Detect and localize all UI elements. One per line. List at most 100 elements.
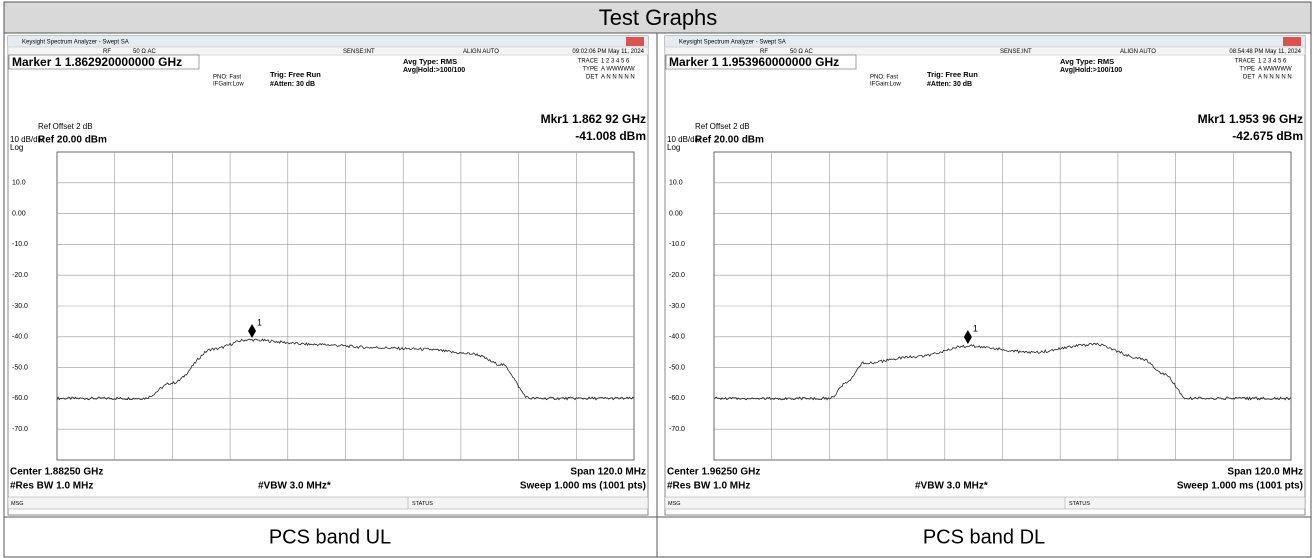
y-label: -30.0 xyxy=(12,303,28,310)
res-bw: #Res BW 1.0 MHz xyxy=(10,481,93,492)
setting: #Atten: 30 dB xyxy=(270,81,315,88)
setting: IFGain:Low xyxy=(213,82,244,88)
setting: Avg Type: RMS xyxy=(403,57,457,66)
status-item: SENSE:INT xyxy=(343,49,375,55)
y-label: -20.0 xyxy=(669,272,685,279)
scale-type: Log xyxy=(10,143,23,152)
span: Span 120.0 MHz xyxy=(570,467,646,478)
status-item: RF xyxy=(103,49,111,55)
setting: Trig: Free Run xyxy=(927,70,978,79)
ref-level: Ref 20.00 dBm xyxy=(38,135,107,146)
analyzer-screenshot: Keysight Spectrum Analyzer - Swept SA RF 5… xyxy=(664,35,1306,516)
marker-readout: Marker 1 1.953960000000 GHz xyxy=(669,55,839,69)
status-item: ALIGN AUTO xyxy=(1120,49,1156,55)
sweep: Sweep 1.000 ms (1001 pts) xyxy=(1177,481,1303,492)
marker-id: 1 xyxy=(257,317,262,327)
status: STATUS xyxy=(412,501,433,507)
status-item: 50 Ω AC xyxy=(133,49,156,55)
status-item: 50 Ω AC xyxy=(790,49,813,55)
msg: MSG xyxy=(668,501,681,507)
status-item: 08:54:48 PM May 11, 2024 xyxy=(1229,49,1301,55)
y-label: -40.0 xyxy=(12,334,28,341)
y-label: -30.0 xyxy=(669,303,685,310)
res-bw: #Res BW 1.0 MHz xyxy=(667,481,750,492)
msg-bar xyxy=(7,496,649,510)
marker-readout: Marker 1 1.862920000000 GHz xyxy=(12,55,182,69)
setting: PNO: Fast xyxy=(213,75,241,81)
vbw: #VBW 3.0 MHz* xyxy=(258,481,331,492)
msg: MSG xyxy=(11,501,24,507)
y-label: -40.0 xyxy=(669,334,685,341)
status-item: ALIGN AUTO xyxy=(463,49,499,55)
span: Span 120.0 MHz xyxy=(1227,467,1303,478)
caption-cell xyxy=(656,516,1312,558)
marker-freq: Mkr1 1.862 92 GHz xyxy=(541,112,646,126)
y-label: 10.0 xyxy=(669,180,683,187)
caption: PCS band DL xyxy=(923,526,1045,548)
window-close xyxy=(1283,37,1301,46)
window-titlebar xyxy=(8,36,648,47)
ref-level: Ref 20.00 dBm xyxy=(695,135,764,146)
vbw: #VBW 3.0 MHz* xyxy=(915,481,988,492)
trace-info: DET xyxy=(586,75,598,81)
trace-info: A WWWWW xyxy=(601,67,635,73)
table-title: Test Graphs xyxy=(599,5,718,30)
status-item: RF xyxy=(760,49,768,55)
center-freq: Center 1.96250 GHz xyxy=(667,467,760,478)
trace-info: TRACE xyxy=(1235,59,1255,65)
setting: IFGain:Low xyxy=(870,82,901,88)
trace-info: 1 2 3 4 5 6 xyxy=(1258,59,1287,65)
y-label: 10.0 xyxy=(12,180,26,187)
window-close xyxy=(626,37,644,46)
caption-cell xyxy=(3,516,658,558)
trace-info: TYPE xyxy=(582,67,598,73)
marker-freq: Mkr1 1.953 96 GHz xyxy=(1198,112,1303,126)
trace-info: A WWWWW xyxy=(1258,67,1292,73)
status-item: SENSE:INT xyxy=(1000,49,1032,55)
status: STATUS xyxy=(1069,501,1090,507)
status-item: 09:02:06 PM May 11, 2024 xyxy=(572,49,644,55)
setting: #Atten: 30 dB xyxy=(927,81,972,88)
y-label: -10.0 xyxy=(12,241,28,248)
scale-type: Log xyxy=(667,143,680,152)
analyzer-screenshot: Keysight Spectrum Analyzer - Swept SA RF 5… xyxy=(7,35,649,516)
setting: Avg|Hold:>100/100 xyxy=(403,67,465,74)
trace xyxy=(56,338,635,401)
window-title: Keysight Spectrum Analyzer - Swept SA xyxy=(22,40,129,46)
y-label: -60.0 xyxy=(12,395,28,402)
setting: PNO: Fast xyxy=(870,75,898,81)
status-row xyxy=(664,46,1306,56)
center-freq: Center 1.88250 GHz xyxy=(10,467,103,478)
msg-bar xyxy=(664,496,1306,510)
trace-info: A N N N N N xyxy=(601,75,635,81)
ref-offset: Ref Offset 2 dB xyxy=(38,122,93,131)
y-label: -10.0 xyxy=(669,241,685,248)
trace xyxy=(714,342,1292,401)
setting: Avg Type: RMS xyxy=(1060,57,1114,66)
marker-box xyxy=(8,54,200,70)
status-row xyxy=(7,46,649,56)
setting: Trig: Free Run xyxy=(270,70,321,79)
trace-info: DET xyxy=(1243,75,1255,81)
ref-offset: Ref Offset 2 dB xyxy=(695,122,750,131)
marker-level: -42.675 dBm xyxy=(1232,129,1303,143)
trace-info: TYPE xyxy=(1239,67,1255,73)
sweep: Sweep 1.000 ms (1001 pts) xyxy=(520,481,646,492)
window-title: Keysight Spectrum Analyzer - Swept SA xyxy=(679,40,786,46)
y-label: -50.0 xyxy=(12,364,28,371)
y-label: -50.0 xyxy=(669,364,685,371)
y-label: 0.00 xyxy=(669,210,683,217)
scale: 10 dB/div xyxy=(667,135,700,144)
marker-id: 1 xyxy=(973,323,978,333)
marker-box xyxy=(665,54,857,70)
window-titlebar xyxy=(665,36,1305,47)
y-label: -70.0 xyxy=(669,426,685,433)
y-label: 0.00 xyxy=(12,210,26,217)
setting: Avg|Hold:>100/100 xyxy=(1060,67,1122,74)
trace-info: TRACE xyxy=(578,59,598,65)
marker-diamond xyxy=(248,323,257,338)
y-label: -70.0 xyxy=(12,426,28,433)
marker-diamond xyxy=(963,330,972,345)
